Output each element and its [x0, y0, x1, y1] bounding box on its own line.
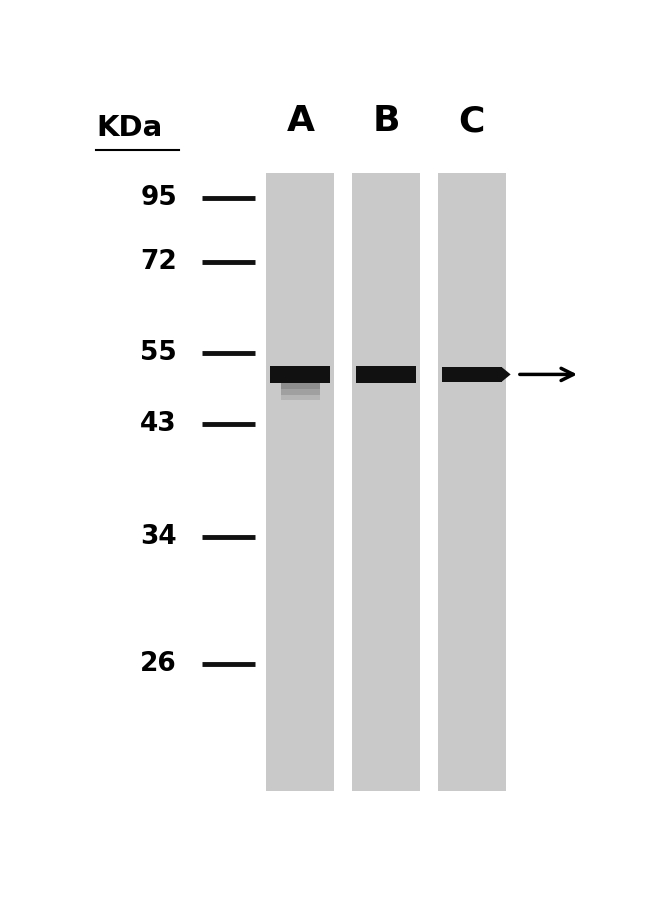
Polygon shape: [502, 367, 511, 382]
Text: 95: 95: [140, 185, 177, 211]
Text: B: B: [372, 104, 400, 138]
Bar: [266, 173, 334, 791]
Bar: [281, 383, 320, 389]
Bar: [281, 389, 320, 395]
Bar: [356, 365, 416, 383]
Bar: [437, 173, 506, 791]
Bar: [352, 173, 420, 791]
Text: KDa: KDa: [96, 114, 162, 142]
Bar: [281, 395, 320, 400]
Bar: [442, 367, 502, 382]
Text: A: A: [287, 104, 315, 138]
Text: 34: 34: [140, 524, 177, 550]
Text: 43: 43: [140, 410, 177, 437]
Text: 26: 26: [140, 650, 177, 677]
Text: 55: 55: [140, 340, 177, 366]
Text: 72: 72: [140, 248, 177, 275]
Bar: [270, 365, 330, 383]
Text: C: C: [458, 104, 485, 138]
